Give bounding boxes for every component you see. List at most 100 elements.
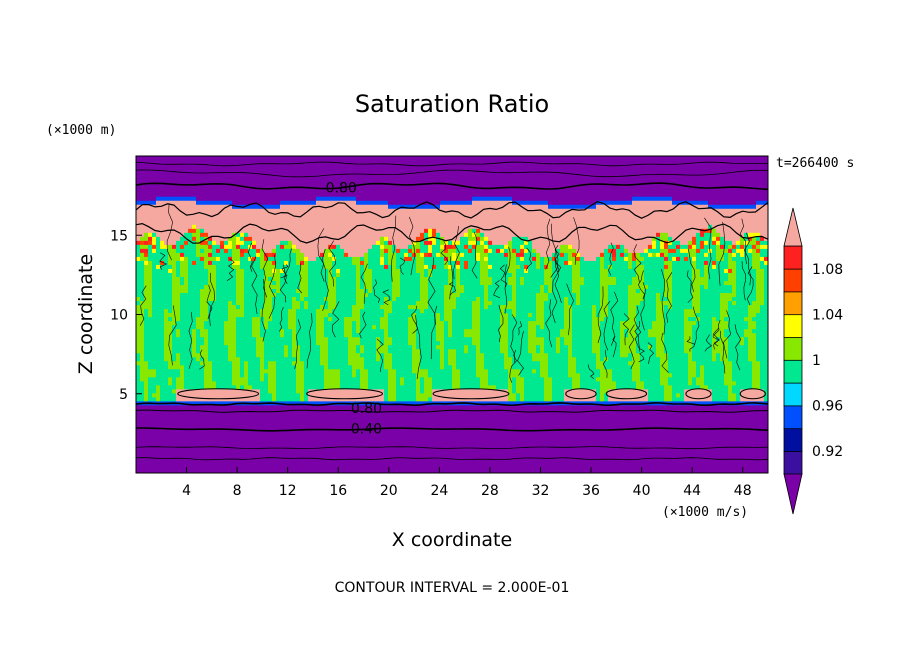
field-cell xyxy=(288,320,293,326)
field-cell xyxy=(136,280,141,285)
field-cell xyxy=(180,340,185,346)
field-cell xyxy=(288,284,293,290)
field-cell xyxy=(344,380,349,386)
field-cell xyxy=(368,244,373,249)
field-cell xyxy=(360,392,365,398)
field-cell xyxy=(384,232,389,237)
field-cell xyxy=(284,372,289,378)
field-cell xyxy=(188,168,193,173)
field-cell xyxy=(352,340,357,346)
field-cell xyxy=(300,292,305,298)
field-cell xyxy=(368,268,373,273)
field-cell xyxy=(188,392,193,398)
field-cell xyxy=(176,324,181,330)
field-cell xyxy=(304,160,309,165)
field-cell xyxy=(272,408,277,414)
field-cell xyxy=(260,404,265,410)
field-cell xyxy=(364,292,369,298)
field-cell xyxy=(360,360,365,366)
field-cell xyxy=(228,180,233,185)
field-cell xyxy=(216,392,221,398)
field-cell xyxy=(180,292,185,298)
field-cell xyxy=(312,460,317,466)
field-cell xyxy=(176,336,181,342)
field-cell xyxy=(140,364,145,370)
field-cell xyxy=(364,196,369,201)
field-cell xyxy=(260,264,265,269)
field-cell xyxy=(368,428,373,434)
field-cell xyxy=(308,164,313,169)
field-cell xyxy=(268,392,273,398)
field-cell xyxy=(376,184,381,189)
field-cell xyxy=(376,404,381,410)
field-cell xyxy=(296,444,301,450)
field-cell xyxy=(316,324,321,330)
field-cell xyxy=(148,252,153,257)
field-cell xyxy=(204,292,209,298)
field-cell xyxy=(292,196,297,201)
field-cell xyxy=(336,196,341,201)
field-cell xyxy=(360,328,365,334)
field-cell xyxy=(336,296,341,302)
field-cell xyxy=(232,172,237,177)
field-cell xyxy=(180,248,185,253)
field-cell xyxy=(228,392,233,398)
field-cell xyxy=(256,180,261,185)
field-cell xyxy=(356,352,361,358)
field-cell xyxy=(260,420,265,426)
field-cell xyxy=(340,408,345,414)
field-cell xyxy=(260,192,265,197)
field-cell xyxy=(336,188,341,193)
field-cell xyxy=(228,300,233,306)
field-cell xyxy=(196,340,201,346)
field-cell xyxy=(144,260,149,265)
field-cell xyxy=(348,208,353,213)
field-cell xyxy=(376,372,381,378)
field-cell xyxy=(292,304,297,310)
field-cell xyxy=(156,444,161,450)
field-cell xyxy=(228,352,233,358)
field-cell xyxy=(340,376,345,382)
field-cell xyxy=(340,356,345,362)
field-cell xyxy=(192,168,197,173)
field-cell xyxy=(300,164,305,169)
field-cell xyxy=(148,464,153,470)
field-cell xyxy=(312,244,317,249)
field-cell xyxy=(140,428,145,434)
field-cell xyxy=(152,388,157,394)
field-cell xyxy=(144,352,149,358)
field-cell xyxy=(272,240,277,245)
field-cell xyxy=(176,428,181,434)
field-cell xyxy=(320,396,325,402)
field-cell xyxy=(156,220,161,225)
field-cell xyxy=(232,340,237,346)
field-cell xyxy=(208,456,213,462)
field-cell xyxy=(168,292,173,298)
field-cell xyxy=(320,240,325,245)
field-cell xyxy=(260,300,265,306)
field-cell xyxy=(360,176,365,181)
field-cell xyxy=(308,192,313,197)
field-cell xyxy=(168,436,173,442)
field-cell xyxy=(376,408,381,414)
field-cell xyxy=(344,432,349,438)
field-cell xyxy=(256,368,261,374)
field-cell xyxy=(144,180,149,185)
field-cell xyxy=(156,396,161,402)
field-cell xyxy=(308,316,313,322)
field-cell xyxy=(272,356,277,362)
field-cell xyxy=(160,272,165,277)
field-cell xyxy=(300,232,305,237)
field-cell xyxy=(172,316,177,322)
field-cell xyxy=(376,284,381,290)
field-cell xyxy=(156,440,161,446)
field-cell xyxy=(248,328,253,334)
field-cell xyxy=(384,332,389,338)
field-cell xyxy=(268,328,273,334)
field-cell xyxy=(136,228,141,233)
field-cell xyxy=(304,328,309,334)
field-cell xyxy=(336,440,341,446)
field-cell xyxy=(324,372,329,378)
field-cell xyxy=(352,276,357,281)
field-cell xyxy=(312,188,317,193)
